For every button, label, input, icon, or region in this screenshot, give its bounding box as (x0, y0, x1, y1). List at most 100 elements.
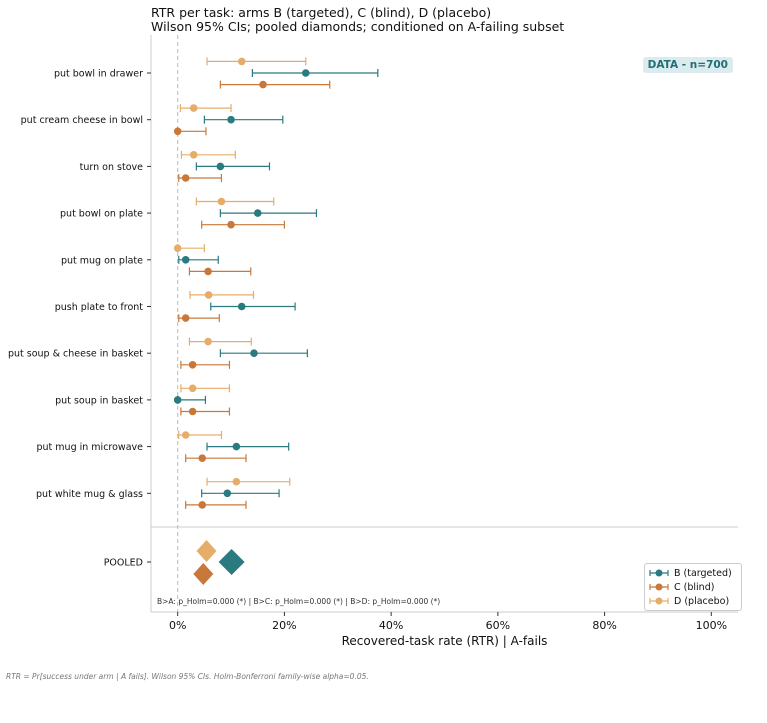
ci-b-9 (201, 489, 280, 498)
legend-symbol-c (649, 583, 669, 591)
point-b-0 (301, 69, 310, 77)
ci-c-9 (185, 500, 247, 509)
point-d-4 (173, 244, 182, 252)
ci-d-9 (206, 477, 291, 486)
x-tick-label-2: 40% (379, 619, 403, 632)
point-c-8 (198, 454, 207, 463)
x-tick-label-4: 80% (592, 619, 616, 632)
point-b-1 (227, 115, 235, 124)
point-b-5 (237, 302, 246, 311)
ci-b-0 (251, 69, 379, 77)
x-tick-label-3: 60% (486, 619, 510, 632)
ci-d-7 (180, 384, 231, 393)
ci-c-7 (180, 407, 231, 416)
chart-subtitle: Wilson 95% CIs; pooled diamonds; conditi… (151, 19, 565, 34)
ci-d-8 (178, 431, 223, 439)
ci-d-0 (206, 57, 307, 66)
ci-d-4 (173, 244, 205, 253)
ci-d-5 (189, 290, 255, 299)
point-c-1 (173, 127, 182, 136)
legend-symbol-d (649, 597, 669, 605)
ci-c-5 (178, 314, 220, 323)
task-label-3: put bowl on plate (60, 209, 143, 220)
point-d-5 (204, 291, 213, 299)
point-d-6 (204, 337, 212, 346)
ci-c-8 (185, 454, 247, 463)
ci-b-4 (178, 255, 219, 264)
task-label-4: put mug on plate (61, 255, 143, 266)
point-d-0 (237, 57, 246, 66)
point-d-8 (181, 431, 190, 439)
legend-item-b: B (targeted) (648, 566, 738, 580)
legend-label-b: B (targeted) (674, 567, 732, 579)
task-label-6: put soup & cheese in basket (8, 349, 143, 360)
x-tick-label-5: 100% (696, 619, 727, 632)
point-c-3 (227, 220, 235, 229)
point-d-2 (189, 151, 198, 159)
point-b-6 (250, 349, 258, 358)
point-c-6 (188, 361, 197, 369)
ci-b-1 (203, 115, 284, 124)
holm-test-text: B>A: p_Holm=0.000 (*) | B>C: p_Holm=0.00… (157, 597, 441, 606)
point-d-7 (188, 384, 197, 393)
ci-c-4 (188, 267, 252, 276)
x-tick-label-0: 0% (169, 619, 186, 632)
point-c-4 (204, 267, 212, 276)
ci-b-3 (219, 209, 318, 218)
point-c-0 (259, 80, 267, 89)
legend-dot-b (655, 569, 663, 577)
ci-c-0 (219, 80, 331, 89)
ci-c-6 (180, 360, 231, 369)
task-label-9: put white mug & glass (36, 489, 143, 500)
ci-b-5 (210, 302, 296, 311)
task-label-1: put cream cheese in bowl (21, 115, 143, 126)
pooled-diamond-c (193, 563, 214, 585)
point-b-3 (253, 209, 262, 217)
ci-b-7 (173, 395, 207, 404)
task-label-2: turn on stove (80, 162, 143, 173)
chart-legend: B (targeted) C (blind) D (placebo) (644, 563, 742, 611)
legend-item-c: C (blind) (648, 580, 738, 594)
chart-title: RTR per task: arms B (targeted), C (blin… (151, 5, 492, 20)
task-label-7: put soup in basket (55, 395, 143, 406)
point-c-2 (181, 174, 190, 182)
point-d-1 (189, 104, 198, 112)
point-d-3 (217, 197, 226, 206)
ci-b-8 (206, 442, 290, 451)
x-tick-label-1: 20% (272, 619, 296, 632)
footnote: RTR = Pr[success under arm | A fails]. W… (6, 672, 369, 681)
legend-label-d: D (placebo) (674, 595, 730, 607)
legend-item-d: D (placebo) (648, 594, 738, 608)
pooled-label: POOLED (104, 558, 143, 569)
point-b-2 (216, 162, 225, 171)
ci-c-3 (201, 220, 286, 229)
point-b-9 (223, 489, 232, 498)
point-b-4 (181, 255, 190, 264)
ci-c-2 (178, 174, 223, 182)
ci-d-1 (179, 104, 232, 113)
point-b-7 (173, 396, 182, 404)
pooled-diamond-d (196, 540, 217, 562)
x-axis-label: Recovered-task rate (RTR) | A-fails (342, 634, 548, 648)
task-label-5: push plate to front (55, 302, 144, 313)
legend-symbol-b (649, 569, 669, 577)
legend-dot-c (655, 583, 663, 591)
ci-b-2 (195, 162, 271, 171)
ci-b-6 (219, 349, 308, 358)
chart-axes (147, 35, 738, 616)
legend-label-c: C (blind) (674, 581, 715, 593)
point-c-7 (188, 407, 197, 416)
legend-dot-d (655, 597, 663, 605)
ci-c-1 (173, 127, 207, 136)
ci-d-2 (180, 150, 236, 159)
ci-d-6 (188, 337, 252, 346)
point-c-5 (181, 314, 190, 322)
chart-labels: 0% 20% 40% 60% 80% 100% Recovered-task rate (R… (8, 69, 727, 649)
point-d-9 (232, 477, 241, 486)
pooled-diamond-b (218, 549, 245, 575)
task-label-8: put mug in microwave (37, 442, 144, 453)
task-label-0: put bowl in drawer (54, 69, 143, 80)
ci-d-3 (195, 197, 275, 206)
chart-marks (173, 57, 379, 585)
